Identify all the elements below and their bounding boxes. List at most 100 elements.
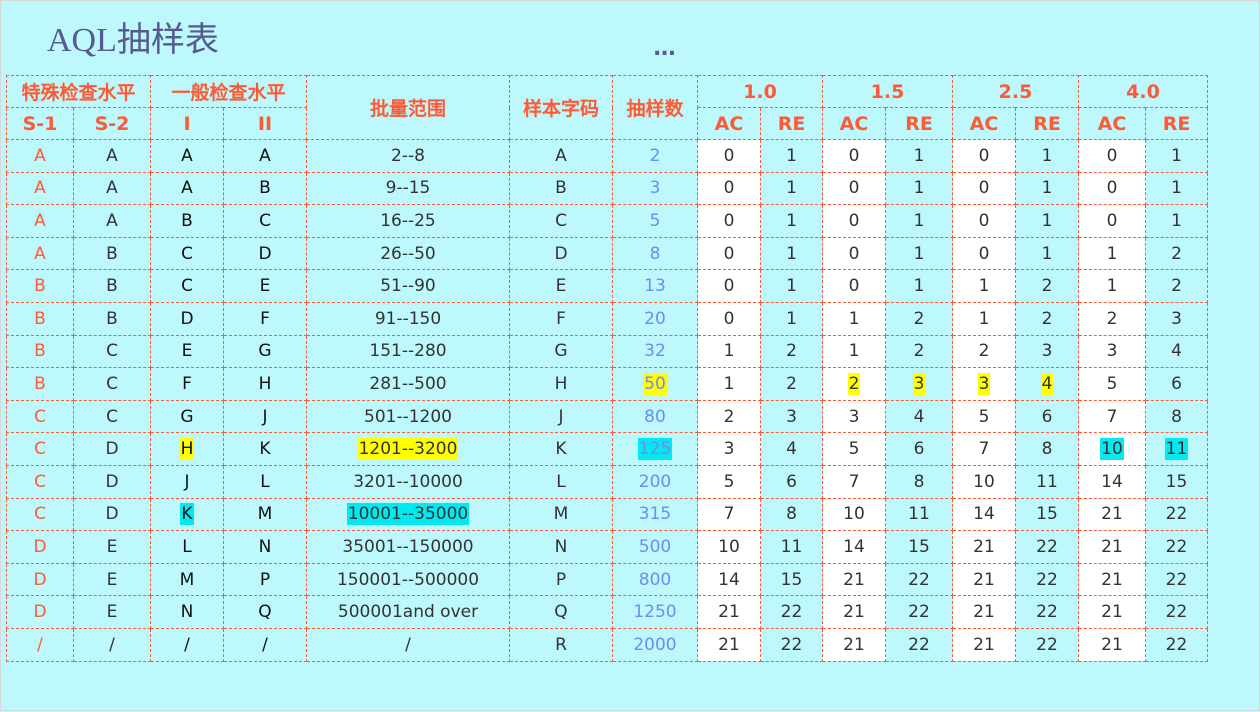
s2-cell: C bbox=[73, 367, 151, 401]
cell-value: C bbox=[34, 504, 46, 525]
cell-value: 1 bbox=[786, 145, 797, 166]
cell-value: 1 bbox=[723, 373, 735, 394]
ac-cell: 21 bbox=[697, 627, 761, 662]
lot-range-cell: 26--50 bbox=[306, 236, 510, 271]
sample-size-cell: 32 bbox=[612, 334, 698, 369]
level-ii-header: II bbox=[223, 107, 307, 140]
cell-value: J bbox=[262, 406, 268, 427]
cell-value: D bbox=[180, 308, 194, 329]
cell-value: A bbox=[181, 178, 193, 199]
ac-cell: 0 bbox=[697, 171, 761, 206]
re-header: RE bbox=[1015, 107, 1079, 140]
code-letter-cell: F bbox=[509, 301, 613, 336]
cell-value: 1 bbox=[786, 276, 797, 297]
re-cell: 1 bbox=[1145, 139, 1208, 173]
cell-value: 1 bbox=[848, 308, 860, 329]
table-row: A A A A 2--8 A 2 0 1 0 1 0 1 0 1 bbox=[6, 139, 1208, 173]
s1-cell: A bbox=[6, 236, 74, 271]
re-cell: 22 bbox=[1015, 562, 1079, 597]
cell-value: 50 bbox=[643, 372, 667, 395]
ac-cell: 0 bbox=[822, 204, 886, 238]
cell-value: N bbox=[180, 602, 194, 623]
cell-value: K bbox=[259, 439, 271, 460]
aql-header-4-0: 4.0 bbox=[1078, 75, 1208, 108]
level-ii-cell: C bbox=[223, 204, 307, 238]
cell-value: Q bbox=[554, 602, 568, 623]
lot-range-cell: 150001--500000 bbox=[306, 562, 510, 597]
cell-value: H bbox=[179, 438, 195, 461]
re-cell: 22 bbox=[1145, 530, 1208, 564]
lot-range-cell: 16--25 bbox=[306, 204, 510, 238]
ac-cell: 21 bbox=[1078, 497, 1146, 532]
re-cell: 2 bbox=[1145, 269, 1208, 303]
cell-value: 2 bbox=[1041, 276, 1053, 297]
cell-value: 0 bbox=[723, 308, 735, 329]
cell-value: 1 bbox=[1171, 178, 1182, 199]
table-row: B B C E 51--90 E 13 0 1 0 1 1 2 1 2 bbox=[6, 269, 1208, 303]
cell-value: 14 bbox=[1101, 471, 1123, 492]
cell-value: 2 bbox=[913, 308, 925, 329]
re-cell: 15 bbox=[760, 562, 823, 597]
re-cell: 1 bbox=[760, 171, 823, 206]
re-cell: 1 bbox=[885, 236, 953, 271]
ac-cell: 2 bbox=[822, 367, 886, 401]
re-cell: 4 bbox=[885, 399, 953, 434]
s1-cell: D bbox=[6, 562, 74, 597]
re-cell: 6 bbox=[885, 432, 953, 466]
ac-cell: 10 bbox=[1078, 432, 1146, 466]
cell-value: 1250 bbox=[633, 602, 677, 623]
cell-value: 2 bbox=[786, 341, 797, 362]
cell-value: 22 bbox=[1165, 602, 1188, 623]
cell-value: G bbox=[554, 341, 568, 362]
ac-cell: 3 bbox=[952, 367, 1016, 401]
level-i-cell: B bbox=[150, 204, 224, 238]
level-i-cell: H bbox=[150, 432, 224, 466]
re-cell: 15 bbox=[885, 530, 953, 564]
s1-cell: D bbox=[6, 595, 74, 629]
ac-cell: 0 bbox=[1078, 204, 1146, 238]
re-cell: 11 bbox=[885, 497, 953, 532]
s2-cell: / bbox=[73, 627, 151, 662]
cell-value: E bbox=[106, 602, 118, 623]
cell-value: 125 bbox=[637, 438, 673, 461]
cell-value: 1 bbox=[913, 276, 925, 297]
level-ii-cell: G bbox=[223, 334, 307, 369]
cell-value: B bbox=[106, 276, 118, 297]
cell-value: 0 bbox=[1106, 145, 1118, 166]
table-row: A B C D 26--50 D 8 0 1 0 1 0 1 1 2 bbox=[6, 236, 1208, 271]
cell-value: 21 bbox=[973, 634, 995, 655]
code-letter-cell: H bbox=[509, 367, 613, 401]
cell-value: 500 bbox=[638, 536, 672, 557]
cell-value: / bbox=[37, 634, 43, 655]
cell-value: 1 bbox=[913, 243, 925, 264]
cell-value: A bbox=[106, 178, 118, 199]
cell-value: 21 bbox=[843, 569, 865, 590]
cell-value: 1 bbox=[1106, 276, 1118, 297]
cell-value: 5 bbox=[723, 471, 735, 492]
re-cell: 22 bbox=[885, 627, 953, 662]
cell-value: N bbox=[554, 536, 568, 557]
cell-value: 200 bbox=[638, 471, 672, 492]
cell-value: 7 bbox=[848, 471, 860, 492]
ac-header: AC bbox=[822, 107, 886, 140]
cell-value: 80 bbox=[644, 406, 666, 427]
cell-value: 0 bbox=[723, 243, 735, 264]
table-row: C D J L 3201--10000 L 200 5 6 7 8 10 11 14 15 bbox=[6, 464, 1208, 499]
cell-value: B bbox=[555, 178, 567, 199]
more-button[interactable]: ... bbox=[653, 36, 676, 61]
ac-cell: 0 bbox=[952, 236, 1016, 271]
cell-value: D bbox=[33, 602, 47, 623]
ac-cell: 0 bbox=[952, 139, 1016, 173]
code-letter-cell: C bbox=[509, 204, 613, 238]
cell-value: / bbox=[405, 634, 411, 655]
ac-header: AC bbox=[697, 107, 761, 140]
s2-cell: D bbox=[73, 464, 151, 499]
re-cell: 6 bbox=[1145, 367, 1208, 401]
cell-value: 0 bbox=[978, 210, 990, 231]
page-title: AQL抽样表 bbox=[47, 22, 219, 59]
level-ii-cell: B bbox=[223, 171, 307, 206]
cell-value: 35001--150000 bbox=[342, 536, 474, 557]
cell-value: D bbox=[258, 243, 272, 264]
cell-value: C bbox=[555, 210, 567, 231]
cell-value: R bbox=[555, 634, 567, 655]
